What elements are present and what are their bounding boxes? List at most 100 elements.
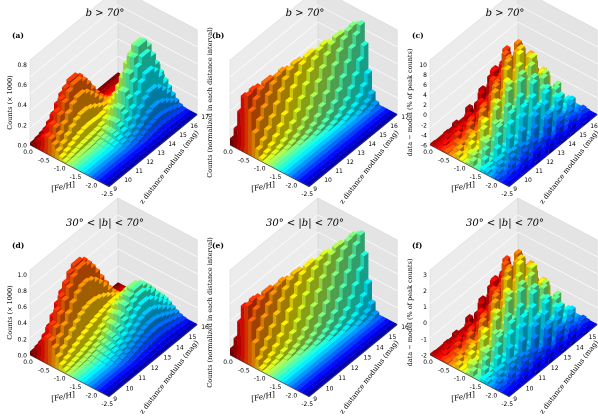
bar-top [84,163,93,170]
bar-top [118,145,127,152]
bar-top [330,98,339,105]
bar-top [94,174,103,181]
bar-top [74,75,83,82]
bar-top [106,151,114,157]
bar-top [377,111,386,118]
bar-top [70,155,79,162]
bar-top [324,131,333,137]
bar-top [359,131,368,138]
bar-top [359,81,368,88]
bar-top [366,105,375,111]
panel-title: b > 70° [486,8,525,19]
bar-top [82,156,90,162]
y-tick-label: 16 [390,123,398,130]
bar-top [51,139,60,146]
bar-top [97,120,106,127]
bar-top [122,67,131,74]
gridline [229,4,398,78]
bar-top [159,131,168,138]
y-tick-label: 11 [335,168,343,175]
bar-top [165,114,174,121]
bar-top [134,41,143,47]
bar-top [136,122,144,129]
bar-front [40,136,45,153]
bar-top [99,141,108,147]
panel-title: b > 70° [86,8,125,19]
bar-side [333,121,338,129]
bar-top [367,130,376,136]
bar-top [341,122,350,128]
bar-top [356,124,365,130]
bar-top [344,124,353,130]
bar-top [67,140,76,147]
bar-top [152,125,160,131]
bar-top [337,119,346,126]
bar-top [96,138,104,145]
bar-top [358,113,366,119]
bar-top [322,89,331,95]
bar-top [90,154,98,160]
bar-top [364,122,373,129]
bar-top [127,135,136,142]
bar-top [115,134,124,140]
gridline [29,21,198,95]
bar-front [251,131,256,159]
y-tick-label: 14 [568,141,576,148]
bar-top [339,73,348,79]
bar-top [177,111,186,118]
bar-top [105,115,114,121]
bar-top [96,130,105,137]
z-tick-label: -2 [421,122,427,129]
bar-top [384,115,393,122]
bar-side [374,101,380,109]
bar-top [64,108,73,115]
bar-top [343,58,352,64]
bar-top [356,19,365,26]
y-tick-label: 10 [124,177,132,184]
bar-top [363,128,372,134]
bar-top [93,156,102,162]
bar-side [362,106,367,115]
bar-top [142,48,151,54]
bar-top [346,142,354,149]
bar-top [88,130,97,136]
bar-top [75,142,84,149]
bar-top [132,158,140,165]
bar-top [176,122,184,129]
bar-top [156,121,165,127]
bar-top [334,86,343,93]
bar-top [149,103,158,109]
bar-top [148,118,157,125]
bar-top [140,115,149,122]
bar-top [376,117,385,123]
y-tick-label: 9 [313,186,317,193]
bar-top [111,165,120,172]
bar-top [340,34,348,41]
bar-top [157,110,166,117]
bar-top [154,140,162,147]
bar-top [132,113,141,120]
bar-top [115,167,124,174]
bar-top [53,107,62,113]
bar-top [120,126,128,132]
x-axis-line [29,144,110,188]
x-tick-label: -2.0 [486,182,498,189]
bar-top [130,52,139,59]
bar-top [371,126,380,132]
bar-top [88,139,96,146]
x-tick-label: -1.0 [454,166,466,173]
bar-top [326,108,334,115]
bar-top [83,143,92,150]
bar-top [109,153,118,159]
bar-top [130,146,138,152]
bar-top [326,75,335,81]
bar-top [88,165,97,171]
bar-top [80,138,88,145]
bar-top [336,131,344,137]
bar-top [116,156,125,163]
bar-top [376,122,384,129]
bar-front [237,111,241,151]
z-tick-label: 0.8 [17,62,27,69]
bar-top [173,115,182,121]
